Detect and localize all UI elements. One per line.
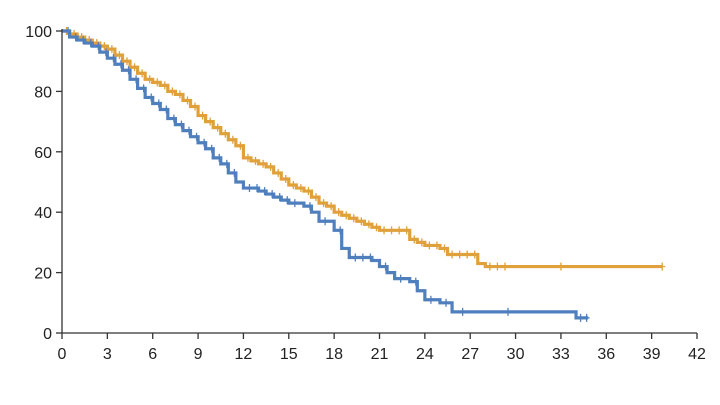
x-tick-label: 27 [461, 346, 479, 363]
x-tick-label: 18 [325, 346, 343, 363]
x-tick-label: 21 [371, 346, 389, 363]
x-tick-label: 3 [103, 346, 112, 363]
x-tick-label: 15 [280, 346, 298, 363]
x-tick-label: 9 [194, 346, 203, 363]
series-layer [62, 27, 666, 322]
x-tick-label: 36 [597, 346, 615, 363]
x-tick-label: 6 [148, 346, 157, 363]
x-tick-label: 30 [507, 346, 525, 363]
x-tick-label: 12 [235, 346, 253, 363]
y-tick-label: 20 [34, 266, 52, 283]
y-tick-label: 100 [25, 24, 52, 41]
y-tick-label: 40 [34, 205, 52, 222]
y-tick-label: 0 [43, 326, 52, 343]
series-1-line [62, 29, 663, 269]
series-1 [62, 27, 666, 271]
x-tick-label: 0 [58, 346, 67, 363]
x-tick-label: 39 [643, 346, 661, 363]
y-tick-label: 80 [34, 84, 52, 101]
y-tick-label: 60 [34, 145, 52, 162]
series-2-line [62, 29, 589, 320]
series-2 [62, 27, 590, 322]
x-tick-label: 33 [552, 346, 570, 363]
x-tick-label: 24 [416, 346, 434, 363]
x-tick-label: 42 [688, 346, 706, 363]
